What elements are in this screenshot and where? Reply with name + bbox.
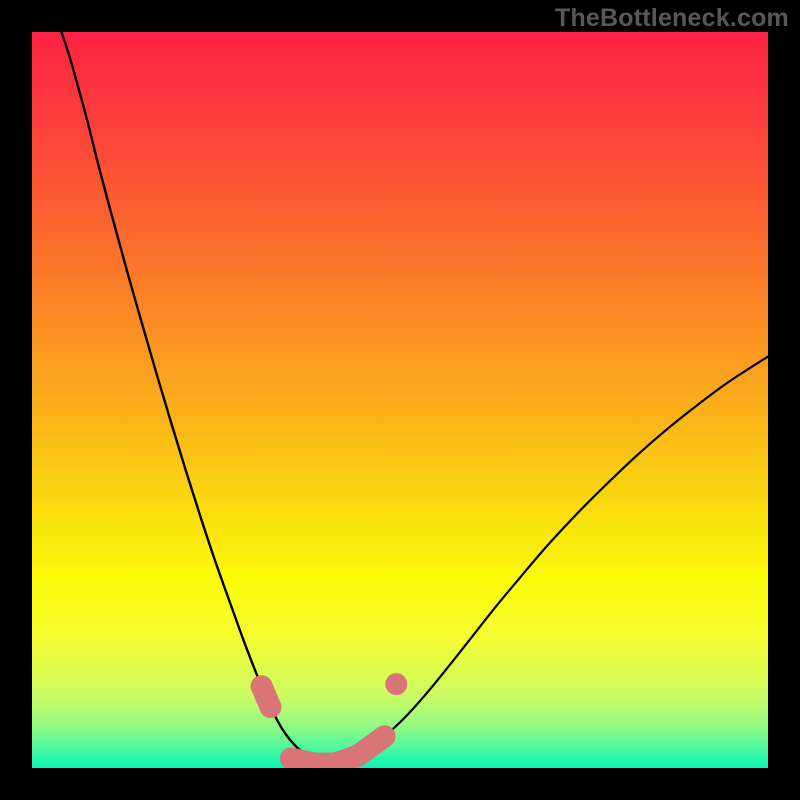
marker-point [251,675,273,697]
plot-area [32,32,768,768]
chart-svg [32,32,768,768]
marker-point [347,744,369,766]
gradient-background [32,32,768,768]
marker-point [385,673,407,695]
marker-point [374,725,396,747]
marker-point [259,696,281,718]
watermark-label: TheBottleneck.com [555,4,789,33]
